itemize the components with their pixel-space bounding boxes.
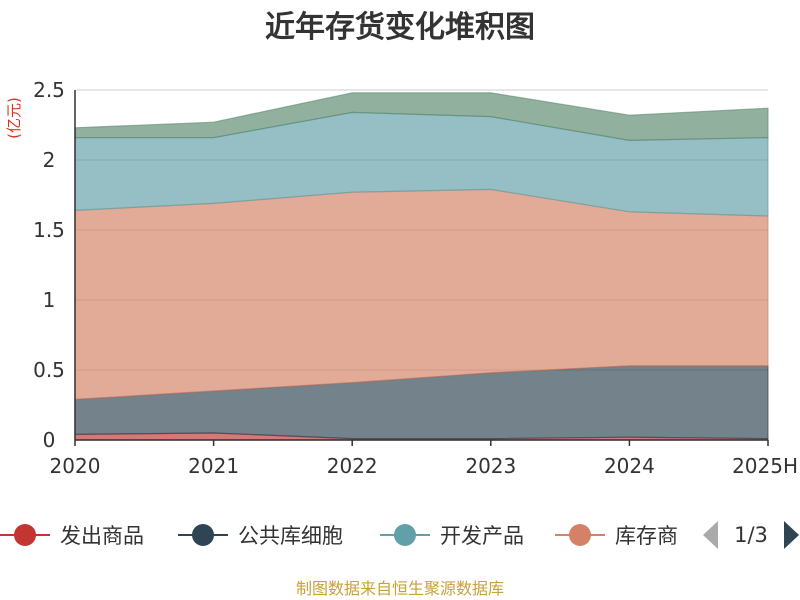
legend-page-indicator: 1/3 <box>734 523 768 547</box>
axes <box>74 90 769 446</box>
legend-label: 库存商 <box>615 524 678 548</box>
legend-label: 发出商品 <box>60 524 144 548</box>
x-tick-label: 2022 <box>327 454 378 478</box>
y-tick-label: 2.5 <box>33 78 65 102</box>
x-tick-label: 2024 <box>604 454 655 478</box>
legend-item-1[interactable]: 发出商品 <box>0 524 144 548</box>
legend-marker-icon <box>394 524 416 546</box>
area-series-5 <box>74 92 769 142</box>
legend-label: 公共库细胞 <box>238 524 343 548</box>
legend-pager: 1/3 <box>703 521 799 549</box>
y-tick-label: 1 <box>43 288 56 312</box>
y-tick-labels: 0 0.5 1 1.5 2 2.5 <box>33 78 65 452</box>
legend-marker-icon <box>14 524 36 546</box>
data-source-note: 制图数据来自恒生聚源数据库 <box>296 579 504 598</box>
legend-item-2[interactable]: 公共库细胞 <box>178 524 343 548</box>
y-tick-label: 1.5 <box>33 218 65 242</box>
y-tick-label: 0 <box>43 428 56 452</box>
chart-title: 近年存货变化堆积图 <box>265 10 535 45</box>
y-tick-label: 0.5 <box>33 358 65 382</box>
x-tick-label: 2025H <box>732 454 798 478</box>
x-tick-label: 2020 <box>50 454 101 478</box>
legend-label: 开发产品 <box>440 524 524 548</box>
y-axis-unit-label: (亿元) <box>5 97 23 139</box>
legend: 发出商品 公共库细胞 开发产品 库存商 <box>0 524 678 548</box>
area-series <box>74 92 769 441</box>
x-tick-label: 2023 <box>465 454 516 478</box>
x-tick-label: 2021 <box>188 454 239 478</box>
legend-marker-icon <box>192 524 214 546</box>
legend-marker-icon <box>569 524 591 546</box>
legend-prev-page-icon[interactable] <box>703 521 718 549</box>
legend-next-page-icon[interactable] <box>784 521 799 549</box>
legend-item-3[interactable]: 开发产品 <box>380 524 524 548</box>
y-tick-label: 2 <box>43 148 56 172</box>
legend-item-4[interactable]: 库存商 <box>555 524 678 548</box>
x-tick-labels: 2020 2021 2022 2023 2024 2025H <box>50 454 798 478</box>
